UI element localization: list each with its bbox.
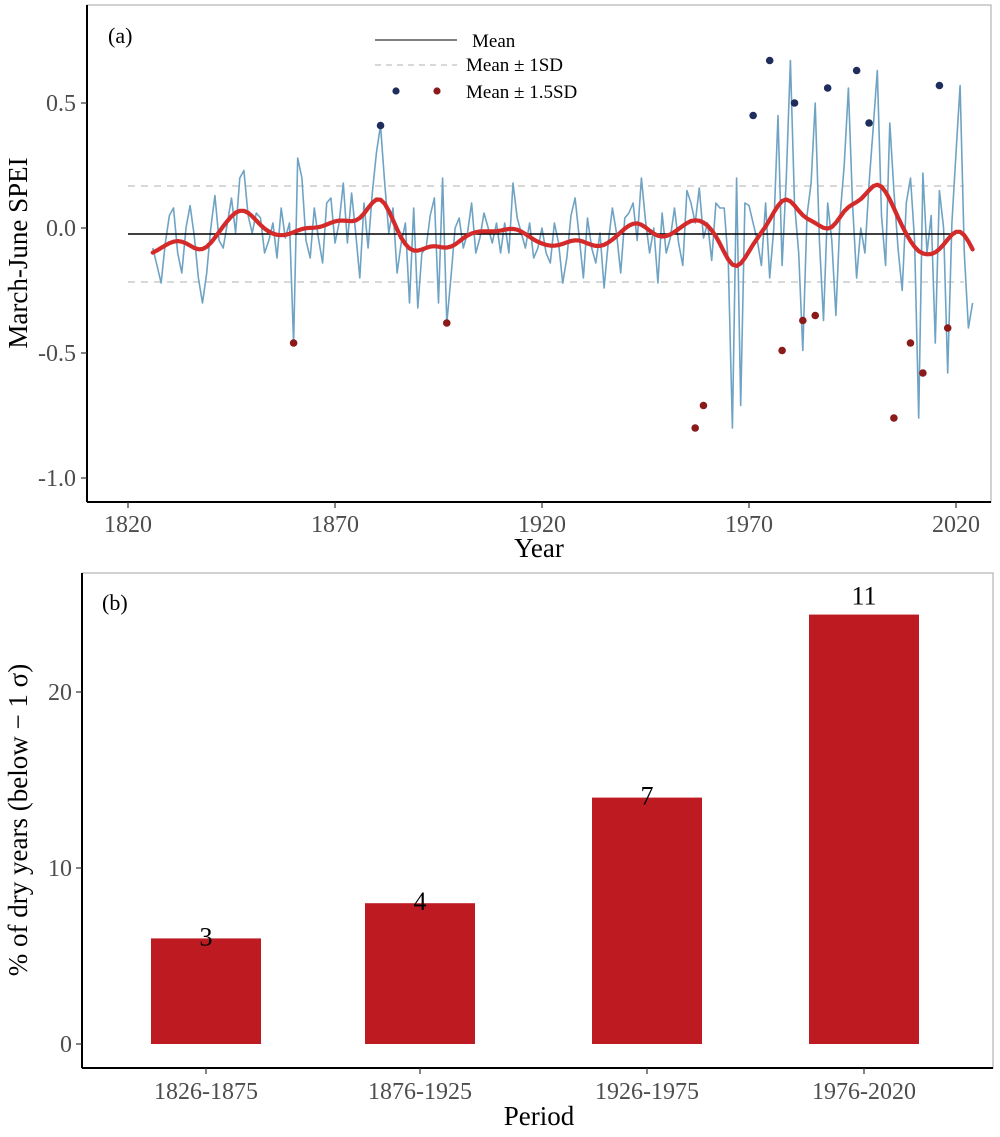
wet-extreme-point xyxy=(852,66,861,75)
bar-data-label: 4 xyxy=(414,887,427,916)
panel-a-y-tick-label: 0.0 xyxy=(46,216,76,242)
wet-extreme-point xyxy=(376,121,385,130)
dry-extreme-point xyxy=(289,339,298,347)
dry-extreme-point xyxy=(919,369,927,377)
dry-extreme-point xyxy=(890,414,898,422)
panel-a-y-axis-title: March-June SPEI xyxy=(3,157,33,348)
wet-extreme-point xyxy=(765,56,774,65)
panel-b-y-tick-label: 0 xyxy=(60,1032,72,1058)
panel-b-x-tick-label: 1826-1875 xyxy=(154,1079,258,1105)
wet-extreme-point xyxy=(749,111,757,120)
wet-extreme-point xyxy=(790,99,799,107)
dry-extreme-point xyxy=(799,316,807,325)
panel-b-y-tick-label: 10 xyxy=(48,856,72,882)
panel-a-x-tick-label: 1920 xyxy=(518,512,566,538)
panel-a-y-tick-label: 0.5 xyxy=(46,91,76,117)
panel-b-x-axis-title: Period xyxy=(504,1101,575,1131)
panel-a-x-tick-label: 1820 xyxy=(104,512,152,538)
bar-data-label: 7 xyxy=(641,782,654,811)
panel-b-x-tick-label: 1976-2020 xyxy=(812,1079,916,1105)
panel-a-y-tick-label: -1.0 xyxy=(38,466,76,492)
panel-b-y-tick-label: 20 xyxy=(48,680,72,706)
wet-extreme-point xyxy=(935,81,944,90)
dry-extreme-point xyxy=(442,319,451,327)
panel-a-y-tick-label: -0.5 xyxy=(38,341,76,367)
panel-a-x-tick-label: 2020 xyxy=(932,512,980,538)
bar-1826-1875 xyxy=(151,938,261,1044)
legend-extreme-label: Mean ± 1.5SD xyxy=(466,82,577,103)
dry-extreme-point xyxy=(699,401,708,410)
bar-1926-1975 xyxy=(592,797,702,1044)
dry-extreme-point xyxy=(778,346,786,355)
panel-b-x-tick-label: 1926-1975 xyxy=(595,1079,699,1105)
panel-b-x-tick-label: 1876-1925 xyxy=(368,1079,472,1105)
panel-a-x-tick-label: 1870 xyxy=(311,512,359,538)
panel-a-x-axis-title: Year xyxy=(514,533,564,563)
dry-extreme-point xyxy=(906,339,915,347)
legend-high-point-swatch xyxy=(392,87,400,95)
panel-a-spei-timeseries: (a) 0.50.0-0.5-1.0 1820 1870 1920 1970 2020 … xyxy=(3,4,992,563)
smoothed-spei-line xyxy=(150,182,975,268)
panel-a-legend: Mean Mean ± 1SD Mean ± 1.5SD xyxy=(375,31,577,103)
wet-extreme-point xyxy=(823,84,832,92)
panel-b-dry-years-bars: (b) 0 10 20 3 4 7 11 1826-1875 1876-1925 1926-1… xyxy=(3,572,994,1131)
dry-extreme-point xyxy=(943,324,952,332)
legend-low-point-swatch xyxy=(433,87,441,95)
wet-extreme-point xyxy=(865,119,873,127)
bar-data-label: 11 xyxy=(851,582,876,611)
panel-a-x-tick-label: 1970 xyxy=(725,512,773,538)
dry-extreme-point xyxy=(811,311,820,320)
bar-1976-2020 xyxy=(809,614,919,1044)
bar-1876-1925 xyxy=(365,903,475,1044)
bar-data-label: 3 xyxy=(200,922,213,951)
panel-b-tag: (b) xyxy=(102,590,128,615)
panel-a-frame xyxy=(86,4,992,503)
panel-a-tag: (a) xyxy=(108,23,132,48)
spei-series-line xyxy=(152,59,974,429)
legend-mean-label: Mean xyxy=(472,31,516,52)
legend-sd-label: Mean ± 1SD xyxy=(466,55,563,76)
panel-b-y-axis-title: % of dry years (below − 1 σ) xyxy=(3,664,33,976)
dry-extreme-point xyxy=(691,424,699,432)
